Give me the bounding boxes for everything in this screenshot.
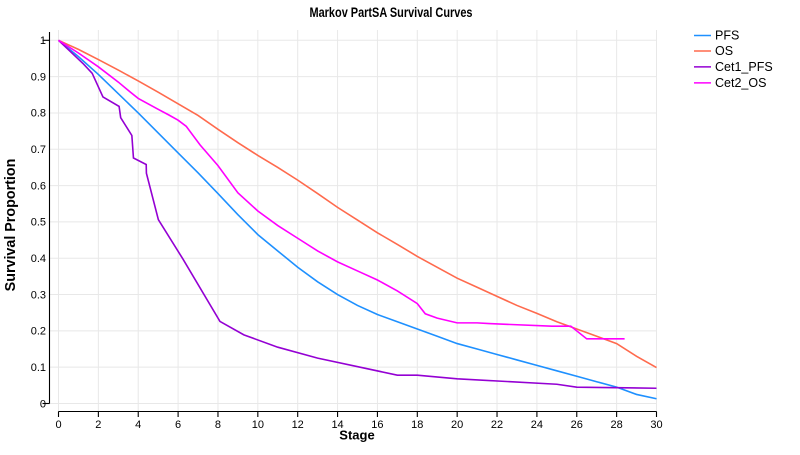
svg-text:6: 6 <box>175 419 181 431</box>
svg-text:0.2: 0.2 <box>31 326 46 338</box>
svg-text:0.7: 0.7 <box>31 144 46 156</box>
svg-text:30: 30 <box>650 419 662 431</box>
svg-text:0.4: 0.4 <box>31 253 46 265</box>
svg-text:28: 28 <box>611 419 623 431</box>
svg-text:26: 26 <box>571 419 583 431</box>
svg-text:0.1: 0.1 <box>31 362 46 374</box>
svg-text:0.5: 0.5 <box>31 217 46 229</box>
svg-text:Stage: Stage <box>339 428 374 443</box>
svg-text:18: 18 <box>411 419 423 431</box>
svg-text:2: 2 <box>95 419 101 431</box>
svg-text:Cet2_OS: Cet2_OS <box>715 76 766 90</box>
svg-text:Markov PartSA Survival Curves: Markov PartSA Survival Curves <box>310 5 473 20</box>
svg-text:8: 8 <box>215 419 221 431</box>
svg-text:0: 0 <box>55 419 61 431</box>
svg-text:22: 22 <box>491 419 503 431</box>
svg-text:20: 20 <box>451 419 463 431</box>
svg-text:0.3: 0.3 <box>31 289 46 301</box>
svg-text:10: 10 <box>252 419 264 431</box>
svg-text:12: 12 <box>292 419 304 431</box>
svg-text:1: 1 <box>40 35 46 47</box>
svg-text:Survival Proportion: Survival Proportion <box>3 159 19 292</box>
svg-text:OS: OS <box>715 44 733 58</box>
svg-text:0: 0 <box>40 398 46 410</box>
svg-text:0.6: 0.6 <box>31 180 46 192</box>
svg-text:4: 4 <box>135 419 141 431</box>
svg-text:PFS: PFS <box>715 29 739 43</box>
svg-text:0.8: 0.8 <box>31 108 46 120</box>
svg-text:24: 24 <box>531 419 543 431</box>
svg-text:0.9: 0.9 <box>31 71 46 83</box>
svg-text:Cet1_PFS: Cet1_PFS <box>715 60 773 74</box>
